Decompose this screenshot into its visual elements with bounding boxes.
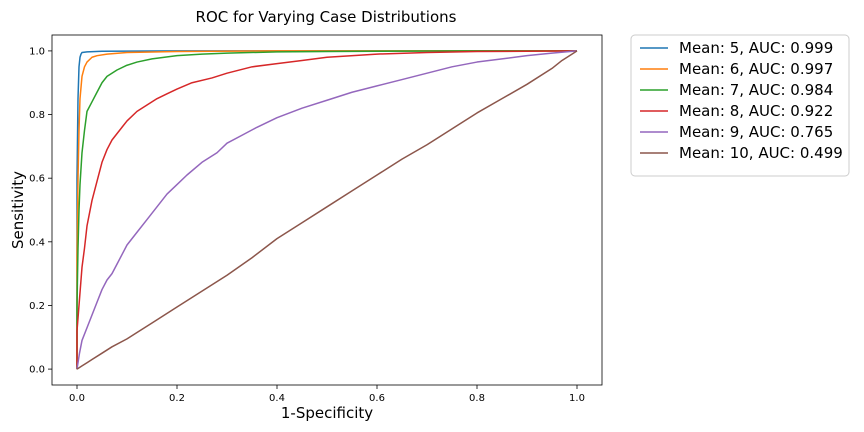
legend: Mean: 5, AUC: 0.999 Mean: 6, AUC: 0.997 Me…: [630, 34, 850, 177]
chart-title: ROC for Varying Case Distributions: [196, 8, 457, 26]
y-tick-label: 0.0: [29, 365, 45, 376]
y-tick-label: 1.0: [29, 46, 45, 57]
legend-item: Mean: 9, AUC: 0.765: [640, 123, 833, 141]
x-axis-ticks: 0.0 0.2 0.4 0.6 0.8 1.0: [69, 385, 585, 404]
x-tick-label: 0.4: [269, 393, 285, 404]
legend-label: Mean: 6, AUC: 0.997: [679, 60, 833, 78]
legend-item: Mean: 10, AUC: 0.499: [640, 144, 843, 162]
x-tick-label: 0.2: [169, 393, 185, 404]
x-tick-label: 0.8: [469, 393, 485, 404]
x-tick-label: 0.0: [69, 393, 85, 404]
x-axis-label: 1-Specificity: [281, 404, 373, 422]
y-tick-label: 0.6: [29, 174, 45, 185]
y-axis-ticks: 0.0 0.2 0.4 0.6 0.8 1.0: [29, 46, 52, 376]
legend-items: Mean: 5, AUC: 0.999 Mean: 6, AUC: 0.997 Me…: [640, 39, 843, 162]
series-line-3: [76, 50, 577, 370]
series-line-5: [76, 50, 578, 370]
legend-frame: [630, 34, 850, 177]
legend-label: Mean: 9, AUC: 0.765: [679, 123, 833, 141]
series-line-4: [76, 50, 578, 370]
legend-label: Mean: 5, AUC: 0.999: [679, 39, 833, 57]
legend-label: Mean: 8, AUC: 0.922: [679, 102, 833, 120]
legend-label: Mean: 7, AUC: 0.984: [679, 81, 833, 99]
plot-frame: [51, 34, 603, 386]
legend-item: Mean: 8, AUC: 0.922: [640, 102, 833, 120]
series-line-2: [76, 50, 577, 370]
legend-item: Mean: 7, AUC: 0.984: [640, 81, 833, 99]
legend-item: Mean: 5, AUC: 0.999: [640, 39, 833, 57]
legend-label: Mean: 10, AUC: 0.499: [679, 144, 843, 162]
y-tick-label: 0.4: [29, 237, 45, 248]
x-tick-label: 1.0: [569, 393, 585, 404]
y-axis-label: Sensitivity: [9, 171, 27, 249]
legend-item: Mean: 6, AUC: 0.997: [640, 60, 833, 78]
y-tick-label: 0.2: [29, 301, 45, 312]
plot-area: 0.0 0.2 0.4 0.6 0.8 1.0 0.0 0.2 0.4 0.6 0.8 1.0: [29, 34, 603, 404]
y-tick-label: 0.8: [29, 110, 45, 121]
series-layer: [76, 50, 578, 370]
series-line-6: [76, 50, 578, 370]
x-tick-label: 0.6: [369, 393, 385, 404]
